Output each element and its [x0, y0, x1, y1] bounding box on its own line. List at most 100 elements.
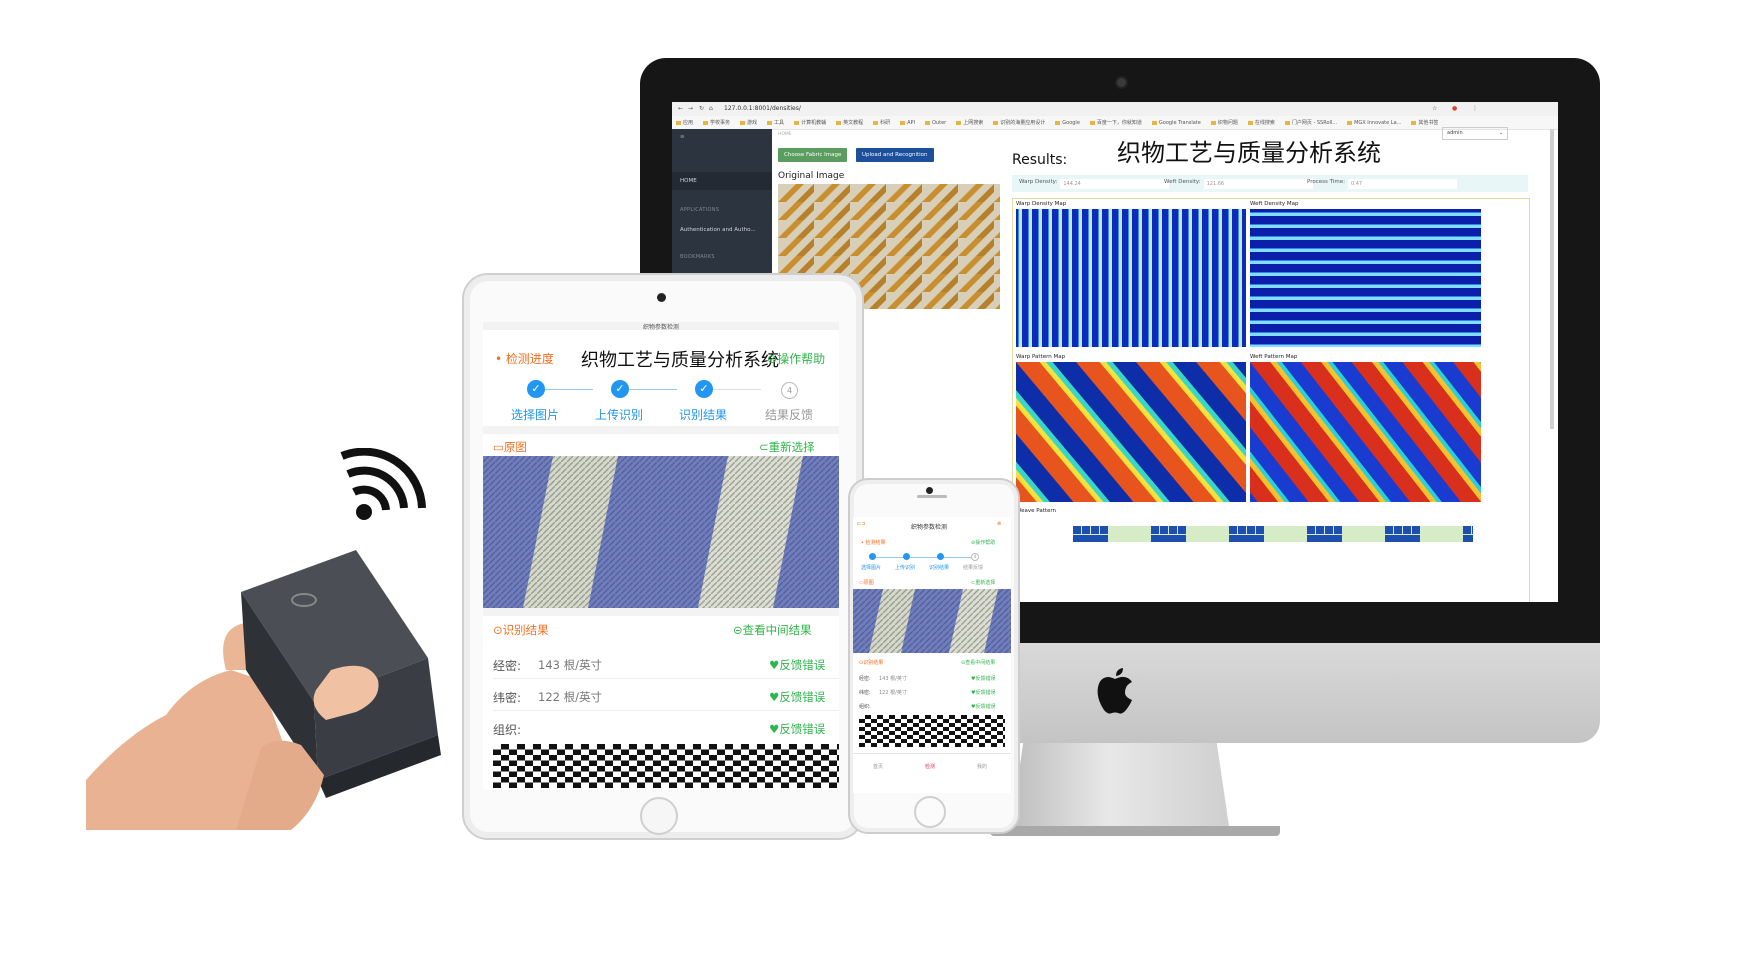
bookmark-item[interactable]: 百度一下，你就知道	[1090, 119, 1142, 126]
results-label: Results:	[1012, 152, 1068, 168]
tab-bar-divider	[853, 753, 1011, 754]
bookmark-item[interactable]: 上网搜索	[956, 119, 983, 126]
phone-app-header: 织物参数检测	[911, 524, 948, 531]
warp-density-metric: Warp Density: 144.24	[1019, 179, 1170, 189]
bookmark-item[interactable]: API	[900, 120, 915, 126]
phone-progress-link[interactable]: • 检测结果	[861, 540, 886, 546]
back-icon[interactable]: ←	[678, 105, 684, 112]
bookmark-item[interactable]: MGX Innovate La...	[1347, 120, 1401, 126]
tablet-home-button[interactable]	[640, 797, 678, 835]
phone-view-intermediate-button[interactable]: ⊝查看中间结果	[961, 660, 996, 666]
page-scrollbar[interactable]	[1550, 129, 1554, 429]
process-time-value: 0.47	[1347, 179, 1457, 189]
bookmark-item[interactable]: Google Translate	[1152, 120, 1201, 126]
progress-link[interactable]: • 检测进度	[495, 352, 554, 366]
tab-home[interactable]: 首页	[873, 764, 884, 770]
phone-feedback-button[interactable]: ♥反馈错误	[971, 704, 996, 710]
sidebar-item-auth[interactable]: Authentication and Autho...	[680, 227, 756, 233]
forward-icon[interactable]: →	[688, 105, 694, 112]
phone-weave-label: 组织:	[859, 704, 871, 710]
step-connector	[545, 389, 593, 390]
phone-feedback-button[interactable]: ♥反馈错误	[971, 690, 996, 696]
wireless-signal-icon	[340, 448, 426, 520]
upload-recognition-button[interactable]: Upload and Recognition	[856, 148, 934, 162]
profile-icon[interactable]: ●	[1452, 105, 1458, 112]
breadcrumb: HOME	[778, 132, 792, 137]
close-icon[interactable]: ⊗	[997, 521, 1002, 527]
step-check-icon: ✓	[527, 380, 545, 398]
bookmark-item[interactable]: 科研	[873, 119, 890, 126]
feedback-error-button[interactable]: ♥反馈错误	[769, 658, 826, 672]
phone-original-header: ▭原图	[859, 580, 874, 586]
bookmark-item[interactable]: Outer	[925, 120, 946, 126]
browser-toolbar: ← → ↻ ⌂ 127.0.0.1:8001/densities/ ☆ ● ⋮	[672, 102, 1558, 117]
star-icon[interactable]: ☆	[1432, 105, 1438, 112]
phone-fabric-image	[853, 589, 1011, 653]
phone-home-button[interactable]	[914, 796, 946, 828]
step-label: 结果反馈	[765, 408, 814, 422]
warp-density-label: 经密:	[493, 659, 522, 673]
sidebar-toggle-icon[interactable]: ≡	[680, 134, 685, 140]
hand-with-scanner-image	[86, 550, 441, 830]
menu-icon[interactable]: ⋮	[1472, 105, 1478, 112]
phone-help-link[interactable]: ⊘操作帮助	[971, 540, 996, 546]
webcam-icon	[1115, 76, 1128, 89]
result-maps-panel: Warp Density Map Weft Density Map Warp P…	[1012, 198, 1530, 602]
step-label: 选择图片	[861, 565, 882, 571]
phone-speaker	[917, 495, 947, 498]
reselect-button[interactable]: ⊂重新选择	[759, 440, 815, 454]
scan-icon[interactable]: ⊏⊐	[857, 521, 866, 527]
phone-result-header: ⊙识别结果	[859, 660, 884, 666]
bookmark-item[interactable]: 计算机教辅	[794, 119, 826, 126]
step-label: 选择图片	[511, 408, 560, 422]
bookmark-item[interactable]: 学校事务	[703, 119, 730, 126]
address-bar[interactable]: 127.0.0.1:8001/densities/	[724, 105, 801, 112]
warp-pattern-map	[1016, 362, 1246, 502]
phone-app-screen: ⊏⊐ 织物参数检测 ⊗ • 检测结果 ⊘操作帮助 4 选择图片 上传识别 识别结…	[853, 517, 1011, 793]
weft-pattern-map-title: Weft Pattern Map	[1250, 354, 1298, 360]
divider	[493, 678, 839, 679]
tablet-app-title: 织物工艺与质量分析系统	[581, 350, 779, 371]
bookmark-item[interactable]: 英文教程	[836, 119, 863, 126]
warp-density-value: 143 根/英寸	[538, 658, 602, 672]
bookmarks-bar: 应用 学校事务 游戏 工具 计算机教辅 英文教程 科研 API Outer 上网搜索 识别的海量应用…	[672, 116, 1558, 130]
admin-select[interactable]: admin ⌄	[1442, 127, 1508, 140]
bookmark-item[interactable]: 应用	[676, 119, 693, 126]
bookmark-item[interactable]: 其他书签	[1411, 119, 1438, 126]
bookmark-item[interactable]: 门户网页 - SSRoll...	[1285, 119, 1337, 126]
bookmark-item[interactable]: 工具	[767, 119, 784, 126]
phone-weave-checkerboard	[859, 715, 1005, 747]
sidebar-item-home[interactable]: HOME	[672, 172, 772, 190]
bookmark-item[interactable]: 在线搜索	[1248, 119, 1275, 126]
step-label: 上传识别	[895, 565, 916, 571]
reload-icon[interactable]: ↻	[699, 105, 705, 112]
step-check-icon: ✓	[695, 380, 713, 398]
phone-reselect-button[interactable]: ⊂重新选择	[971, 580, 996, 586]
bookmark-item[interactable]: 织物问题	[1211, 119, 1238, 126]
step-check-icon: ✓	[611, 380, 629, 398]
feedback-error-button[interactable]: ♥反馈错误	[769, 722, 826, 736]
process-time-metric: Process Time: 0.47	[1307, 179, 1457, 189]
home-icon[interactable]: ⌂	[709, 105, 713, 112]
weft-density-map	[1250, 209, 1481, 347]
divider	[493, 710, 839, 711]
view-intermediate-button[interactable]: ⊝查看中间结果	[733, 623, 812, 637]
phone-warp-value: 143 根/英寸	[879, 676, 907, 682]
phone-feedback-button[interactable]: ♥反馈错误	[971, 676, 996, 682]
bookmark-item[interactable]: 游戏	[740, 119, 757, 126]
tab-mine[interactable]: 我的	[977, 764, 988, 770]
bookmark-item[interactable]: Google	[1055, 120, 1080, 126]
desktop-browser-screen: ← → ↻ ⌂ 127.0.0.1:8001/densities/ ☆ ● ⋮ …	[672, 102, 1558, 602]
step-label: 识别结果	[929, 565, 950, 571]
tab-detect[interactable]: 检测	[925, 764, 936, 770]
bookmark-item[interactable]: 识别的海量应用设计	[993, 119, 1045, 126]
choose-image-button[interactable]: Choose Fabric Image	[778, 148, 848, 162]
step-label: 结果反馈	[963, 565, 984, 571]
weave-pattern-title: Weave Pattern	[1016, 508, 1057, 514]
weft-density-metric: Weft Density: 121.66	[1164, 179, 1313, 189]
admin-select-value: admin	[1447, 130, 1463, 136]
feedback-error-button[interactable]: ♥反馈错误	[769, 690, 826, 704]
weft-density-value: 121.66	[1203, 179, 1313, 189]
step-label: 识别结果	[679, 408, 728, 422]
help-link[interactable]: ⊘操作帮助	[767, 352, 826, 366]
